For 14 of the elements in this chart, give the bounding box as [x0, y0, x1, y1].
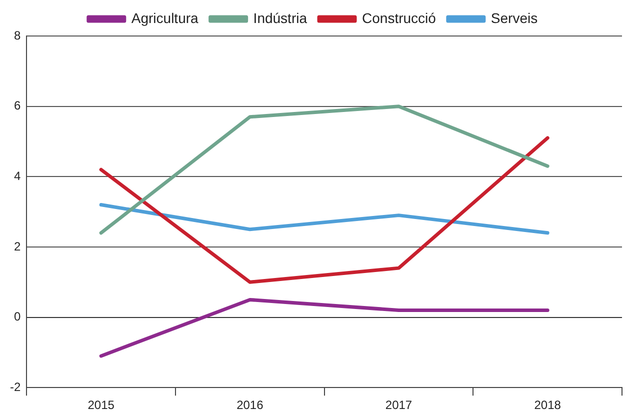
legend-label: Indústria — [253, 10, 308, 26]
x-tick-label: 2016 — [236, 398, 264, 412]
y-tick-label: 4 — [14, 168, 21, 183]
y-tick-label: -2 — [10, 380, 21, 394]
y-tick-label: 2 — [14, 239, 21, 254]
x-tick-label: 2015 — [88, 398, 115, 412]
x-tick-label: 2017 — [385, 398, 412, 412]
y-tick-label: 6 — [14, 98, 21, 113]
y-tick-label: 0 — [14, 310, 21, 324]
legend-label: Serveis — [490, 10, 538, 26]
x-tick-label: 2018 — [534, 398, 562, 412]
legend-label: Agricultura — [131, 10, 199, 26]
legend-label: Construcció — [362, 10, 436, 26]
y-tick-label: 8 — [14, 28, 21, 42]
